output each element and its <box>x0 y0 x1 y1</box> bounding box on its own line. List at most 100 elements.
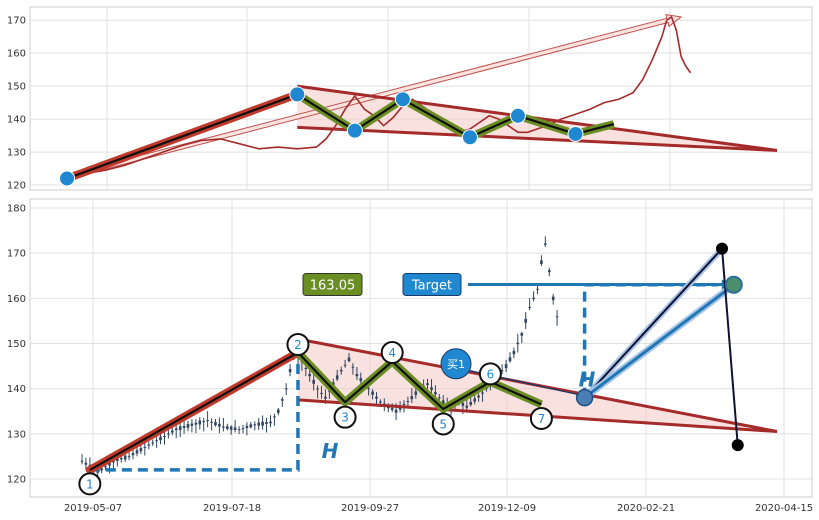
projection-drop-line <box>721 248 739 446</box>
candle-body <box>347 357 351 362</box>
top-y-tick-label: 140 <box>7 115 26 126</box>
candle-body <box>194 422 198 425</box>
candle-body <box>245 425 249 428</box>
candle-body <box>171 430 174 433</box>
buy-signal-label: 买1 <box>447 358 465 371</box>
candle-body <box>269 421 272 424</box>
candle-body <box>536 288 539 290</box>
bottom-y-ticks: 120 130 140 150 160 170 180 <box>7 204 26 486</box>
candle-body <box>316 388 319 390</box>
buy-signal-bubble <box>440 348 472 380</box>
candle-body <box>288 369 292 373</box>
candle-body <box>116 458 119 461</box>
candle-body <box>186 424 190 428</box>
candle-body <box>257 422 260 426</box>
candle-body <box>198 420 202 425</box>
candle-body <box>359 378 363 382</box>
candle-body <box>139 448 143 452</box>
top-pivot-marker <box>509 107 526 124</box>
candle-body <box>233 427 237 430</box>
candle-body <box>120 457 123 460</box>
top-plot-area <box>29 6 813 191</box>
height-label-right: H <box>579 367 596 391</box>
candle-body <box>159 436 162 441</box>
candle-body <box>524 318 527 323</box>
candle-body <box>540 260 543 264</box>
candle-body <box>465 405 469 408</box>
candle-body <box>167 433 170 435</box>
top-zigzag-core <box>66 93 615 180</box>
candle-body <box>410 396 414 400</box>
candle-body <box>206 420 209 422</box>
candle-body <box>84 462 88 465</box>
point-circle <box>286 333 310 357</box>
candle-body <box>528 307 531 309</box>
candle-body <box>108 461 111 466</box>
height-label-left: H <box>322 439 339 463</box>
point-label: 6 <box>487 367 495 381</box>
height-guide-left <box>89 352 300 472</box>
bottom-x-tick-label: 2019-07-18 <box>203 503 261 514</box>
candle-body <box>367 388 370 390</box>
bottom-y-tick-label: 130 <box>7 429 26 440</box>
projection-target-line <box>583 283 735 399</box>
candle-body <box>320 392 323 394</box>
candle-body <box>135 450 139 454</box>
candle-body <box>335 375 339 380</box>
bottom-y-tick-label: 160 <box>7 294 26 305</box>
candle-body <box>379 401 382 403</box>
candle-body <box>461 403 465 406</box>
candle-body <box>406 401 410 402</box>
candle-body <box>434 392 437 395</box>
candle-body <box>253 424 257 426</box>
candle-body <box>143 446 147 448</box>
candle-body <box>343 364 347 366</box>
candle-body <box>532 297 535 300</box>
point-circle <box>478 362 502 386</box>
price-box-label: 163.05 <box>310 279 356 294</box>
extreme-marker <box>716 242 729 255</box>
candle-body <box>555 316 559 318</box>
bottom-y-tick-label: 180 <box>7 204 26 215</box>
candle-body <box>80 460 84 462</box>
candle-body <box>100 468 103 471</box>
candle-body <box>339 369 343 372</box>
top-panel: 120 130 140 150 160 170 <box>7 6 813 192</box>
top-pivot-marker <box>394 91 411 108</box>
top-y-ticks: 120 130 140 150 160 170 <box>7 16 26 192</box>
candle-body <box>182 426 186 428</box>
top-pivot-marker <box>59 170 75 187</box>
top-content <box>59 13 778 187</box>
candle-body <box>163 436 166 437</box>
candle-body <box>237 429 241 431</box>
candle-body <box>312 379 315 384</box>
candle-body <box>249 424 253 428</box>
bottom-x-tick-label: 2019-05-07 <box>64 503 122 514</box>
point-label: 7 <box>538 412 546 426</box>
point-label: 3 <box>341 411 349 425</box>
candle-body <box>426 383 429 385</box>
candle-body <box>516 342 520 345</box>
bottom-y-tick-label: 120 <box>7 474 26 485</box>
top-pivot-marker <box>346 122 363 139</box>
point-label: 4 <box>388 346 396 360</box>
bottom-x-tick-label: 2019-09-27 <box>341 503 399 514</box>
candle-body <box>544 243 547 245</box>
top-y-tick-label: 160 <box>7 49 26 60</box>
candle-body <box>147 444 151 446</box>
point-label: 1 <box>86 477 94 491</box>
candle-body <box>241 428 245 430</box>
top-pivot-marker <box>461 129 478 146</box>
candle-body <box>104 466 107 468</box>
candle-body <box>202 421 205 423</box>
candle-body <box>430 387 433 390</box>
candle-body <box>218 423 221 427</box>
candle-body <box>304 368 308 369</box>
candle-body <box>394 409 398 413</box>
candle-body <box>174 428 178 431</box>
candle-body <box>355 374 359 377</box>
candle-body <box>214 422 217 426</box>
target-point-marker <box>724 275 743 294</box>
top-pivot-marker <box>289 86 306 103</box>
